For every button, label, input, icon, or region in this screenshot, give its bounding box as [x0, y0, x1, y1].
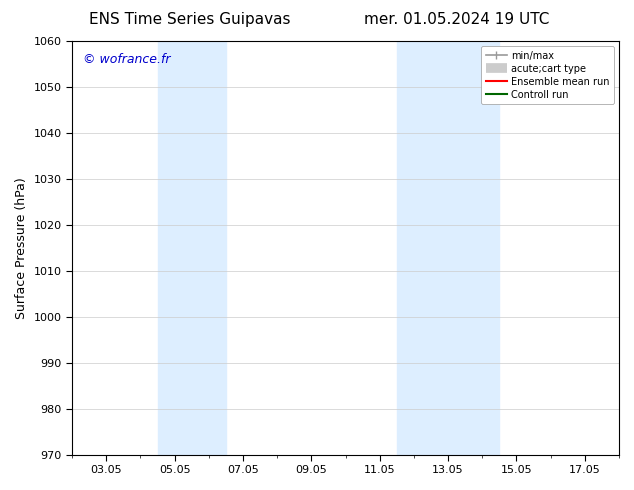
- Text: © wofrance.fr: © wofrance.fr: [83, 53, 171, 67]
- Y-axis label: Surface Pressure (hPa): Surface Pressure (hPa): [15, 177, 28, 318]
- Text: mer. 01.05.2024 19 UTC: mer. 01.05.2024 19 UTC: [364, 12, 549, 27]
- Bar: [448, 41, 500, 455]
- Bar: [397, 41, 448, 455]
- Legend: min/max, acute;cart type, Ensemble mean run, Controll run: min/max, acute;cart type, Ensemble mean …: [481, 46, 614, 104]
- Text: ENS Time Series Guipavas: ENS Time Series Guipavas: [89, 12, 291, 27]
- Bar: [158, 41, 226, 455]
